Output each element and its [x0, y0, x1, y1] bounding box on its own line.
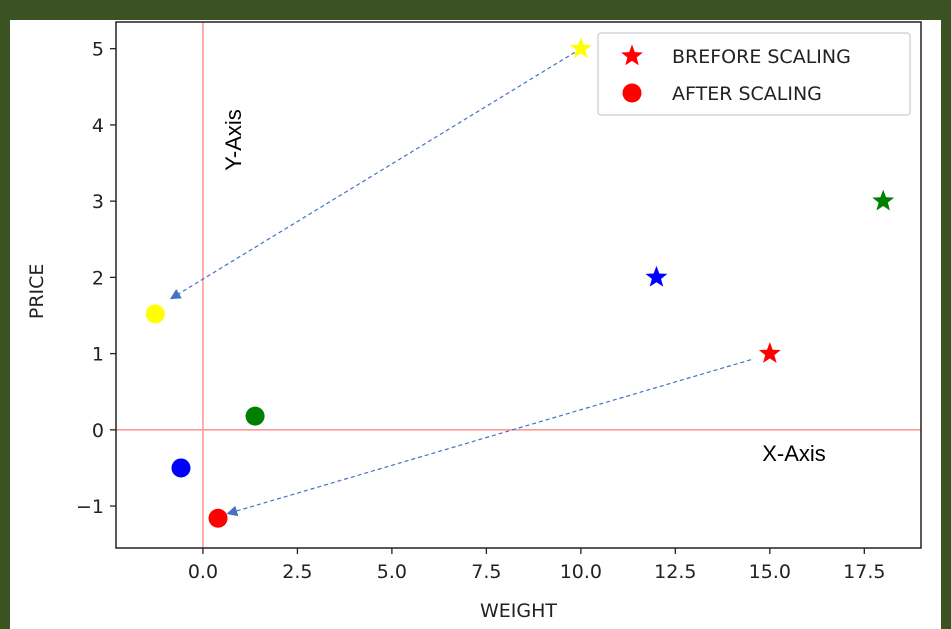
top-border [0, 0, 951, 20]
star-marker [645, 265, 668, 287]
dashed-arrow [169, 48, 582, 300]
circle-marker [208, 508, 228, 528]
x-tick-label: 2.5 [282, 561, 312, 583]
y-axis-annotation: Y-Axis [221, 109, 246, 171]
y-tick-label: 5 [92, 39, 104, 61]
y-tick-label: 0 [92, 420, 104, 442]
x-tick-label: 15.0 [749, 561, 791, 583]
y-tick-label: 2 [92, 267, 104, 289]
legend: BREFORE SCALING AFTER SCALING [597, 32, 911, 116]
plot-area [115, 21, 922, 549]
x-tick-label: 12.5 [654, 561, 696, 583]
legend-circle-marker [622, 83, 642, 103]
circle-marker [245, 406, 265, 426]
x-axis-title: WEIGHT [480, 600, 557, 622]
circle-marker [171, 458, 191, 478]
legend-label: AFTER SCALING [672, 83, 822, 105]
right-border [941, 0, 951, 629]
x-tick-label: 10.0 [560, 561, 602, 583]
x-tick-label: 5.0 [377, 561, 407, 583]
y-tick-label: 3 [92, 191, 104, 213]
left-border [0, 0, 10, 629]
star-marker [872, 189, 895, 211]
legend-box [597, 32, 911, 116]
x-tick-label: 0.0 [188, 561, 218, 583]
circle-marker [145, 304, 165, 324]
y-tick-label: 4 [92, 115, 104, 137]
x-tick-label: 7.5 [471, 561, 501, 583]
legend-star-marker [621, 44, 643, 66]
dashed-arrow [226, 359, 752, 517]
star-marker [569, 37, 592, 58]
x-tick-label: 17.5 [843, 561, 885, 583]
y-tick-label: −1 [76, 496, 104, 518]
legend-label: BREFORE SCALING [672, 46, 851, 68]
star-marker [758, 342, 781, 363]
y-tick-label: 1 [92, 344, 104, 366]
x-axis-annotation: X-Axis [762, 441, 826, 466]
y-axis-title: PRICE [26, 264, 48, 320]
